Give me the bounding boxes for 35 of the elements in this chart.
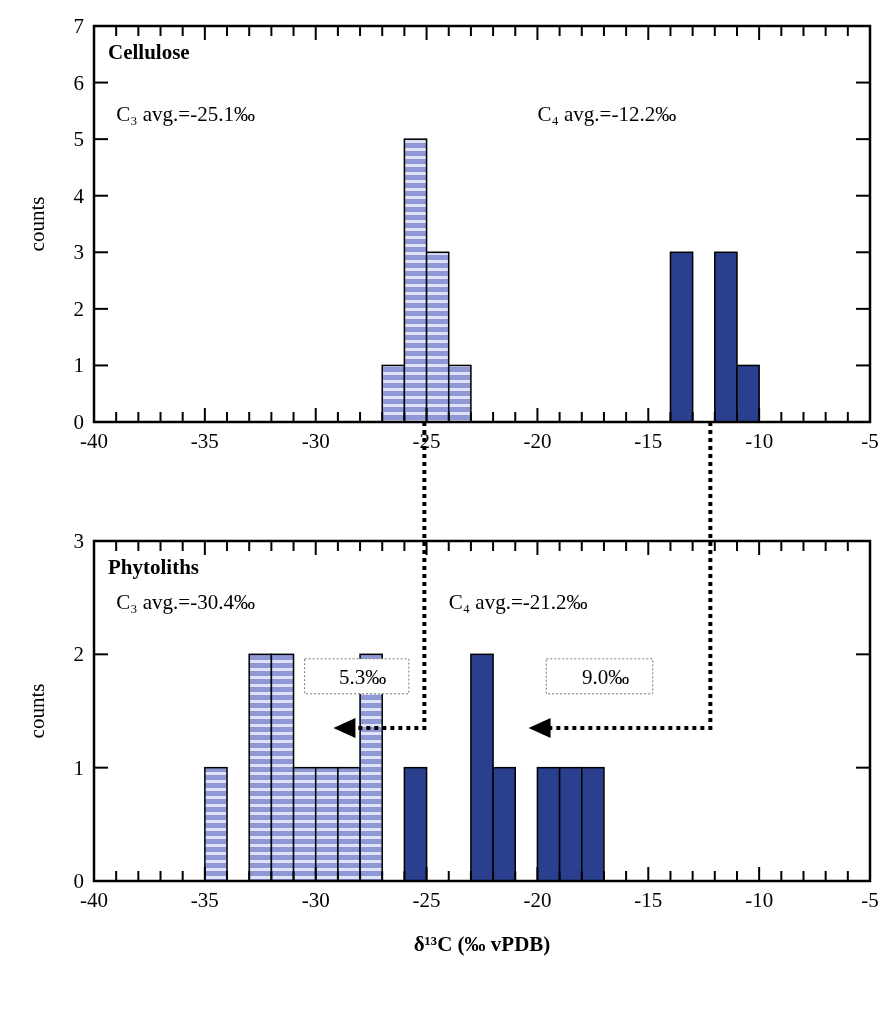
y-axis-title: counts bbox=[25, 683, 49, 739]
annotation: C₄ avg.=-12.2‰ bbox=[537, 102, 677, 127]
x-tick-label: -30 bbox=[301, 888, 330, 912]
annotation: 5.3‰ bbox=[339, 664, 387, 689]
y-tick-label: 4 bbox=[73, 183, 85, 208]
x-tick-label: -10 bbox=[745, 888, 774, 912]
text: Cellulose bbox=[108, 40, 190, 64]
x-tick-label: -20 bbox=[523, 429, 552, 453]
x-tick-label: -10 bbox=[745, 429, 774, 453]
annotation: C₄ avg.=-21.2‰ bbox=[448, 590, 588, 614]
x-tick-label: -15 bbox=[634, 888, 663, 912]
x-tick-label: -15 bbox=[634, 429, 663, 453]
y-axis-title: counts bbox=[25, 196, 49, 252]
y-tick-label: 3 bbox=[73, 240, 84, 265]
y-tick-label: 6 bbox=[73, 70, 84, 95]
y-tick-label: 7 bbox=[73, 14, 84, 38]
x-tick-label: -25 bbox=[412, 888, 441, 912]
x-tick-label: -35 bbox=[190, 888, 219, 912]
y-tick-label: 1 bbox=[73, 353, 84, 378]
x-tick-label: -30 bbox=[301, 429, 330, 453]
x-tick-label: -5 bbox=[861, 888, 878, 912]
x-tick-label: -25 bbox=[412, 429, 441, 453]
x-tick-label: -35 bbox=[190, 429, 219, 453]
text: Phytoliths bbox=[108, 555, 200, 579]
annotation: 9.0‰ bbox=[581, 664, 630, 689]
y-tick-label: 1 bbox=[73, 755, 84, 780]
x-tick-label: -5 bbox=[861, 429, 878, 453]
x-tick-label: -20 bbox=[523, 888, 552, 912]
annotation: C₃ avg.=-30.4‰ bbox=[116, 590, 255, 614]
y-tick-label: 2 bbox=[73, 642, 84, 667]
y-tick-label: 5 bbox=[73, 127, 84, 152]
x-axis-title: δ¹³C (‰ vPDB) bbox=[413, 932, 551, 956]
y-tick-label: 3 bbox=[73, 529, 84, 553]
y-tick-label: 2 bbox=[73, 296, 84, 321]
annotation: C₃ avg.=-25.1‰ bbox=[116, 102, 255, 127]
